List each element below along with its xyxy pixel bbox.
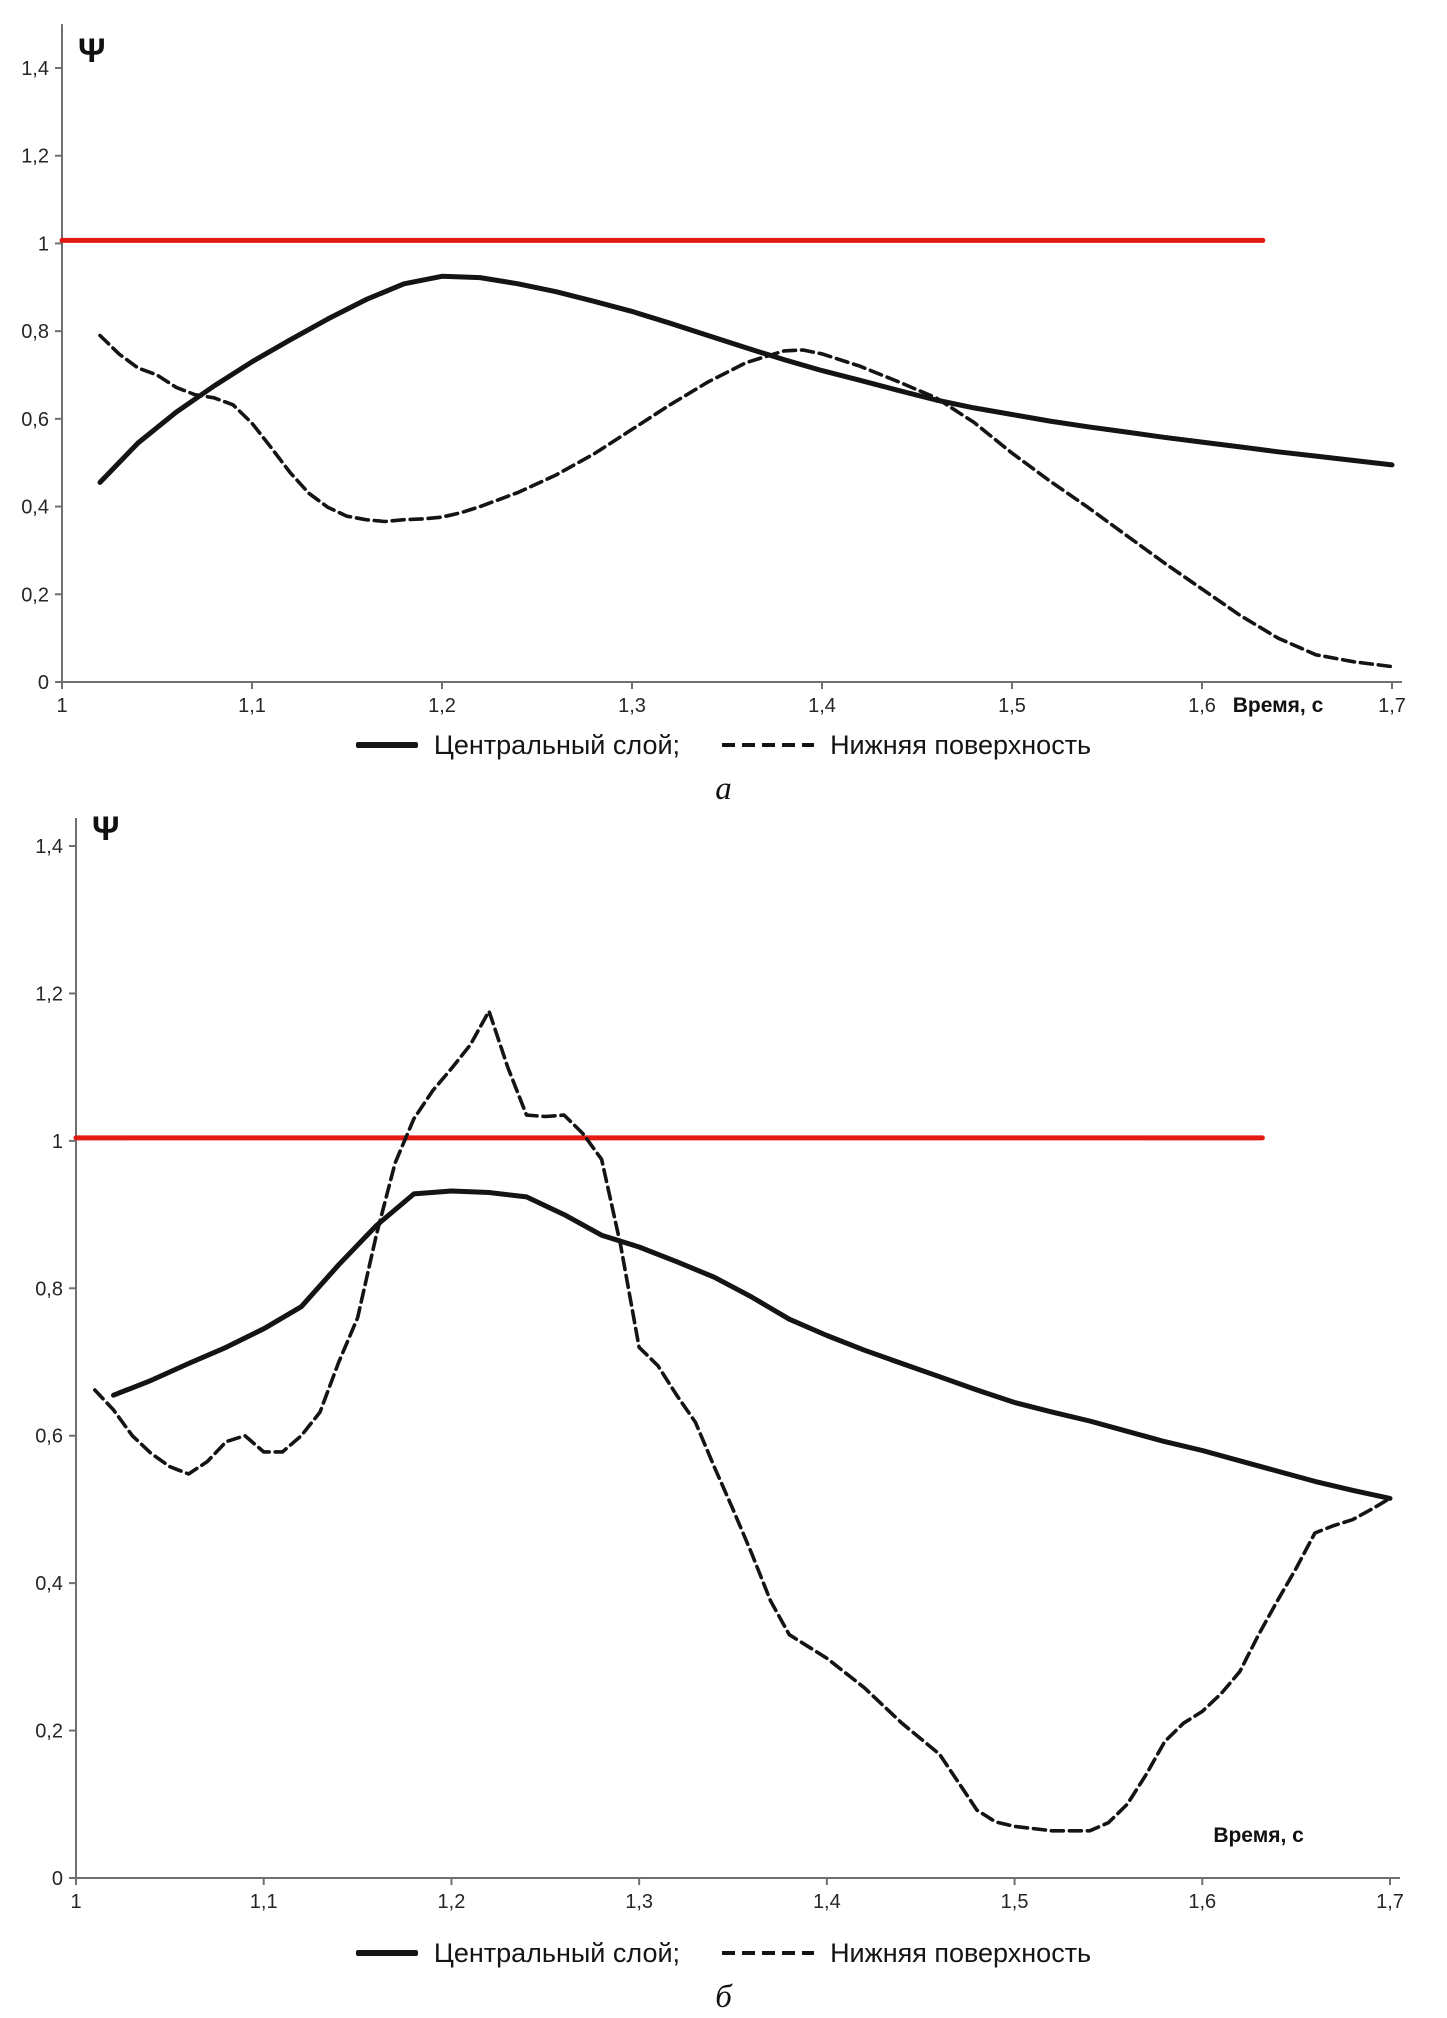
svg-text:1,1: 1,1 xyxy=(238,695,266,717)
legend-item-lower-surface: Нижняя поверхность xyxy=(722,730,1091,761)
svg-text:1: 1 xyxy=(52,1131,63,1153)
chart-a-caption: а xyxy=(715,771,732,807)
svg-text:Ψ: Ψ xyxy=(92,810,120,848)
legend-item-lower-surface: Нижняя поверхность xyxy=(722,1938,1091,1969)
svg-text:1,2: 1,2 xyxy=(438,1891,466,1913)
svg-text:1,6: 1,6 xyxy=(1188,695,1216,717)
svg-text:Ψ: Ψ xyxy=(78,32,106,70)
chart-b-caption: б xyxy=(715,1979,732,2015)
chart-a-legend: Центральный слой; Нижняя поверхность xyxy=(149,722,1299,768)
svg-text:0: 0 xyxy=(52,1868,63,1890)
svg-text:1,5: 1,5 xyxy=(1001,1891,1029,1913)
svg-text:1,7: 1,7 xyxy=(1378,695,1406,717)
svg-text:1,3: 1,3 xyxy=(625,1891,653,1913)
svg-text:0,6: 0,6 xyxy=(35,1426,63,1448)
solid-line-sample-icon xyxy=(355,1950,418,1956)
svg-text:0,4: 0,4 xyxy=(21,497,49,519)
chart-b-plot: 0 0,2 0,4 0,6 0,8 1 1,2 1,4 1 1,1 1,2 1,3 1,4 1,5 1,6 1… xyxy=(35,810,1404,1913)
svg-text:1: 1 xyxy=(56,695,67,717)
legend-label-central-layer: Центральный слой; xyxy=(433,729,681,760)
svg-text:1,1: 1,1 xyxy=(250,1891,278,1913)
svg-text:Время, с: Время, с xyxy=(1213,1824,1304,1847)
svg-text:0,8: 0,8 xyxy=(35,1278,63,1300)
chart-b: 0 0,2 0,4 0,6 0,8 1 1,2 1,4 1 1,1 1,2 1,3 1,4 1,5 1,6 1… xyxy=(0,810,1447,2018)
svg-text:1,2: 1,2 xyxy=(428,695,456,717)
svg-text:1,4: 1,4 xyxy=(808,695,836,717)
svg-text:0: 0 xyxy=(38,672,49,694)
svg-text:0,4: 0,4 xyxy=(35,1573,63,1595)
legend-label-lower-surface: Нижняя поверхность xyxy=(830,729,1092,760)
svg-text:1,5: 1,5 xyxy=(998,695,1026,717)
svg-text:1,3: 1,3 xyxy=(618,695,646,717)
svg-text:1,2: 1,2 xyxy=(35,983,63,1005)
svg-text:0,8: 0,8 xyxy=(21,321,49,343)
solid-line-sample-icon xyxy=(355,742,418,748)
svg-text:1,6: 1,6 xyxy=(1188,1891,1216,1913)
svg-text:1,4: 1,4 xyxy=(35,836,63,858)
svg-text:0,2: 0,2 xyxy=(21,584,49,606)
svg-text:1,2: 1,2 xyxy=(21,146,49,168)
legend-label-lower-surface: Нижняя поверхность xyxy=(830,1937,1092,1968)
dashed-line-sample-icon xyxy=(722,1951,815,1955)
svg-text:0,6: 0,6 xyxy=(21,409,49,431)
chart-a: 0 0,2 0,4 0,6 0,8 1 1,2 1,4 1 1,1 1,2 1,3 1,4 1,5 1,6 1… xyxy=(0,0,1447,810)
chart-a-plot: 0 0,2 0,4 0,6 0,8 1 1,2 1,4 1 1,1 1,2 1,3 1,4 1,5 1,6 1… xyxy=(21,24,1406,717)
legend-item-central-layer: Центральный слой; xyxy=(355,729,681,761)
legend-label-central-layer: Центральный слой; xyxy=(433,1937,681,1968)
dashed-line-sample-icon xyxy=(722,743,815,747)
svg-text:Время, с: Время, с xyxy=(1233,694,1324,717)
chart-b-legend: Центральный слой; Нижняя поверхность xyxy=(149,1930,1299,1976)
legend-item-central-layer: Центральный слой; xyxy=(355,1937,681,1969)
svg-text:1: 1 xyxy=(38,233,49,255)
svg-text:1,4: 1,4 xyxy=(813,1891,841,1913)
svg-text:1,7: 1,7 xyxy=(1376,1891,1404,1913)
svg-text:1,4: 1,4 xyxy=(21,58,49,80)
svg-text:1: 1 xyxy=(70,1891,81,1913)
svg-text:0,2: 0,2 xyxy=(35,1721,63,1743)
